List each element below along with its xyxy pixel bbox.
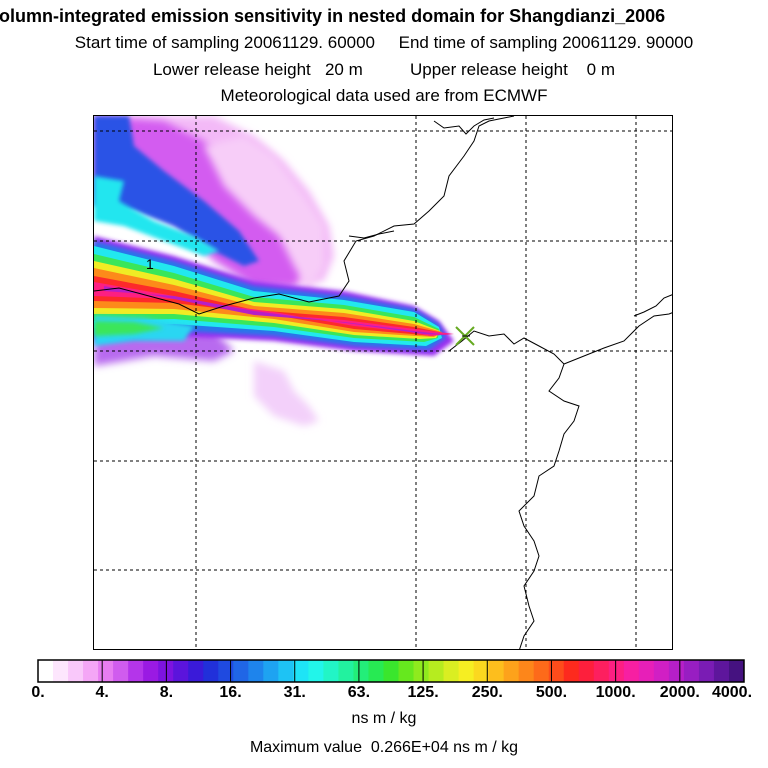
- colorbar-tick-labels: 0. 4. 8. 16. 31. 63. 125. 250. 500. 1000. 2000. 400…: [0, 684, 768, 706]
- coastlines: [94, 116, 672, 649]
- sampling-time-line: Start time of sampling 20061129. 60000 E…: [74, 33, 694, 52]
- colorbar-swatch: [233, 660, 249, 682]
- colorbar-swatch: [398, 660, 415, 682]
- colorbar-swatch: [353, 660, 369, 682]
- colorbar-border: [37, 659, 745, 683]
- colorbar: [37, 659, 745, 683]
- colorbar-swatch: [518, 660, 535, 682]
- plot-title: Column-integrated emission sensitivity i…: [0, 6, 666, 26]
- river-line: [348, 230, 395, 239]
- plume-band-magenta: [94, 282, 454, 336]
- colorbar-swatch: [188, 660, 204, 682]
- colorbar-swatch: [38, 660, 54, 682]
- colorbar-tick-label: 4000.: [711, 684, 753, 701]
- colorbar-tick-label: 1000.: [595, 684, 636, 701]
- colorbar-swatch: [533, 660, 550, 682]
- colorbar-swatch: [83, 660, 99, 682]
- colorbar-swatch: [428, 660, 445, 682]
- colorbar-swatch: [593, 660, 610, 682]
- colorbar-tick-label: 500.: [535, 684, 568, 701]
- maximum-value: Maximum value 0.266E+04 ns m / kg: [249, 739, 519, 756]
- colorbar-swatch: [143, 660, 159, 682]
- plume-band-red: [94, 276, 444, 336]
- meteorological-data-line: Meteorological data used are from ECMWF: [220, 86, 548, 105]
- colorbar-swatch: [98, 660, 114, 682]
- border-line-west: [94, 116, 515, 315]
- colorbar-swatch: [713, 660, 730, 682]
- coastline-islands-north: [433, 117, 672, 317]
- colorbar-swatch: [293, 660, 309, 682]
- colorbar-swatch: [338, 660, 354, 682]
- colorbar-tick-label: 16.: [219, 684, 242, 701]
- colorbar-tick-label: 250.: [471, 684, 503, 701]
- colorbar-swatch: [278, 660, 294, 682]
- grid-lines: [94, 116, 672, 649]
- plume-layer-pale-arm: [204, 136, 324, 291]
- colorbar-swatch: [608, 660, 625, 682]
- plume-layer-blue-north: [94, 116, 259, 266]
- colorbar-swatch: [203, 660, 219, 682]
- colorbar-unit: ns m / kg: [351, 710, 417, 727]
- colorbar-swatch: [173, 660, 189, 682]
- colorbar-swatch: [308, 660, 324, 682]
- receptor-marker: [455, 326, 475, 346]
- colorbar-swatch: [248, 660, 264, 682]
- colorbar-swatch: [263, 660, 279, 682]
- colorbar-tick-label: 2000.: [659, 684, 700, 701]
- colorbar-swatch: [128, 660, 144, 682]
- colorbar-swatch: [383, 660, 400, 682]
- colorbar-swatch: [218, 660, 234, 682]
- colorbar-swatch: [68, 660, 84, 682]
- colorbar-swatch: [578, 660, 595, 682]
- colorbar-tick-label: 31.: [283, 684, 306, 701]
- colorbar-swatch: [113, 660, 129, 682]
- colorbar-swatch: [698, 660, 715, 682]
- colorbar-swatch: [368, 660, 384, 682]
- colorbar-swatch: [443, 660, 460, 682]
- colorbar-tick-label: 8.: [159, 684, 174, 701]
- colorbar-swatch: [53, 660, 69, 682]
- colorbar-swatch: [488, 660, 505, 682]
- release-height-line: Lower release height 20 m Upper release …: [152, 60, 616, 79]
- map-panel: 1: [93, 115, 673, 650]
- plume-layer-pale-south: [254, 361, 319, 426]
- sensitivity-map: 1: [94, 116, 672, 649]
- colorbar-swatch: [653, 660, 670, 682]
- colorbar-tick-label: 0.: [31, 684, 45, 701]
- coastline-east: [448, 330, 580, 649]
- colorbar-swatch: [623, 660, 640, 682]
- plume-band-green-south: [94, 321, 164, 336]
- plume-layer-cyan-north: [94, 176, 219, 256]
- colorbar-swatch: [323, 660, 339, 682]
- colorbar-swatch: [668, 660, 685, 682]
- contour-label: 1: [146, 256, 154, 272]
- colorbar-swatch: [413, 660, 430, 682]
- colorbar-swatch: [563, 660, 580, 682]
- colorbar-swatch: [458, 660, 475, 682]
- colorbar-tick-label: 63.: [347, 684, 371, 701]
- colorbar-swatch: [728, 660, 745, 682]
- colorbar-swatch: [503, 660, 520, 682]
- colorbar-swatch: [473, 660, 490, 682]
- colorbar-swatch: [683, 660, 700, 682]
- colorbar-tick-label: 125.: [407, 684, 439, 701]
- coastline-peninsula: [563, 312, 672, 365]
- colorbar-swatch: [638, 660, 655, 682]
- colorbar-swatch: [548, 660, 565, 682]
- colorbar-tick-label: 4.: [95, 684, 109, 701]
